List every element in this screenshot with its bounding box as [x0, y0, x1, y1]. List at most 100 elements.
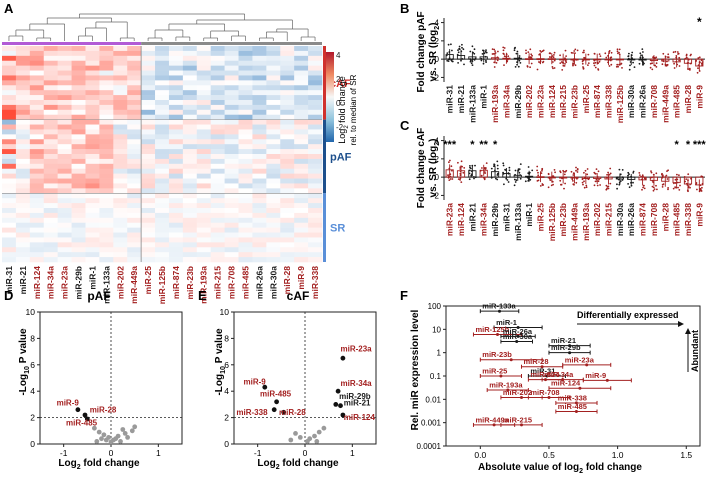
heatmap-cell: [99, 178, 114, 184]
data-point: [673, 62, 675, 65]
heatmap-cell: [224, 124, 239, 130]
heatmap-cell: [280, 237, 295, 243]
heatmap-cell: [57, 158, 72, 165]
heatmap-cell: [182, 70, 198, 76]
heatmap-cell: [266, 158, 281, 165]
data-point: [593, 59, 596, 62]
heatmap-cell: [196, 149, 211, 155]
x-tick-label: miR-125b: [547, 203, 557, 241]
y-tick-label: 10: [26, 307, 36, 317]
interval-point: [516, 334, 520, 338]
heatmap-cell: [141, 203, 156, 209]
heatmap-cell: [99, 65, 114, 71]
heatmap-cell: [308, 109, 323, 116]
interval-point: [561, 378, 565, 382]
heatmap-cell: [71, 104, 86, 111]
data-point: [610, 51, 613, 54]
heatmap-cell: [210, 203, 225, 209]
heatmap-cell: [280, 257, 295, 263]
heatmap-cell: [99, 252, 114, 258]
data-point: [471, 64, 474, 66]
data-point: [496, 178, 499, 181]
heatmap-cell: [43, 65, 58, 71]
data-point: [503, 53, 505, 55]
heatmap-cell: [280, 95, 295, 101]
heatmap-cell: [252, 50, 267, 57]
data-point: [662, 52, 665, 55]
heatmap-cell: [210, 183, 225, 189]
heatmap-cell: [2, 208, 17, 214]
data-point: [689, 186, 691, 189]
heatmap-cell: [71, 188, 86, 194]
heatmap-cell: [210, 70, 225, 76]
heatmap-cell: [155, 139, 170, 145]
data-point: [508, 166, 511, 169]
data-point: [597, 180, 600, 183]
heatmap-cell: [43, 100, 58, 106]
data-point: [502, 164, 505, 167]
data-point: [574, 48, 577, 51]
heatmap-cell: [29, 208, 45, 214]
heatmap-cell: [266, 60, 281, 66]
heatmap-cell: [182, 80, 198, 86]
heatmap-cell: [168, 95, 184, 101]
heatmap-cell: [43, 119, 58, 125]
heatmap-cell: [43, 188, 58, 194]
data-point: [495, 62, 498, 64]
data-point: [587, 178, 590, 181]
heatmap-cell: [280, 227, 295, 233]
heatmap-cell: [113, 129, 128, 135]
heatmap-cell: [71, 114, 86, 120]
data-point: [620, 63, 623, 65]
cluster-bar: [141, 42, 322, 45]
heatmap-cell: [196, 119, 211, 125]
heatmap-cell: [29, 242, 45, 248]
data-point: [628, 68, 631, 71]
heatmap-cell: [266, 212, 281, 219]
data-point: [504, 168, 506, 171]
heatmap-cell: [71, 242, 86, 248]
data-point: [496, 167, 499, 170]
y-tick-label: 2: [30, 413, 35, 423]
heatmap-cell: [99, 203, 114, 209]
heatmap-cell: [2, 70, 17, 76]
heatmap-cell: [294, 193, 309, 199]
heatmap-cell: [43, 104, 58, 111]
heatmap-cell: [280, 188, 295, 194]
heatmap-cell: [141, 55, 156, 62]
heatmap-cell: [266, 80, 281, 86]
data-point: [562, 169, 564, 172]
heatmap-cell: [252, 70, 267, 76]
heatmap-cell: [57, 90, 72, 96]
heatmap-cell: [224, 154, 239, 160]
heatmap-cell: [266, 252, 281, 258]
heatmap-cell: [127, 104, 142, 111]
heatmap-cell: [210, 188, 225, 194]
heatmap-cell: [182, 247, 198, 253]
heatmap-cell: [252, 129, 267, 135]
heatmap-cell: [141, 217, 156, 224]
data-point: [461, 46, 463, 49]
heatmap-cell: [266, 70, 281, 76]
data-point: [572, 60, 575, 62]
heatmap-cell: [2, 100, 17, 106]
heatmap-column-label: miR-125b: [157, 266, 167, 304]
heatmap-cell: [294, 65, 309, 71]
heatmap-cell: [85, 90, 100, 96]
heatmap-cell: [85, 100, 100, 106]
heatmap-cell: [57, 134, 72, 140]
heatmap-cell: [2, 188, 17, 194]
interval-point: [545, 374, 549, 378]
data-point: [674, 50, 677, 53]
heatmap-cell: [57, 163, 72, 170]
data-point: [262, 384, 268, 390]
heatmap-cell: [15, 149, 31, 155]
heatmap-cell: [224, 232, 239, 238]
data-point: [552, 67, 554, 70]
data-point: [576, 177, 578, 180]
data-point: [581, 62, 584, 65]
data-point: [633, 66, 636, 68]
data-point: [502, 49, 505, 52]
data-point: [530, 53, 533, 56]
heatmap-cell: [294, 100, 309, 106]
